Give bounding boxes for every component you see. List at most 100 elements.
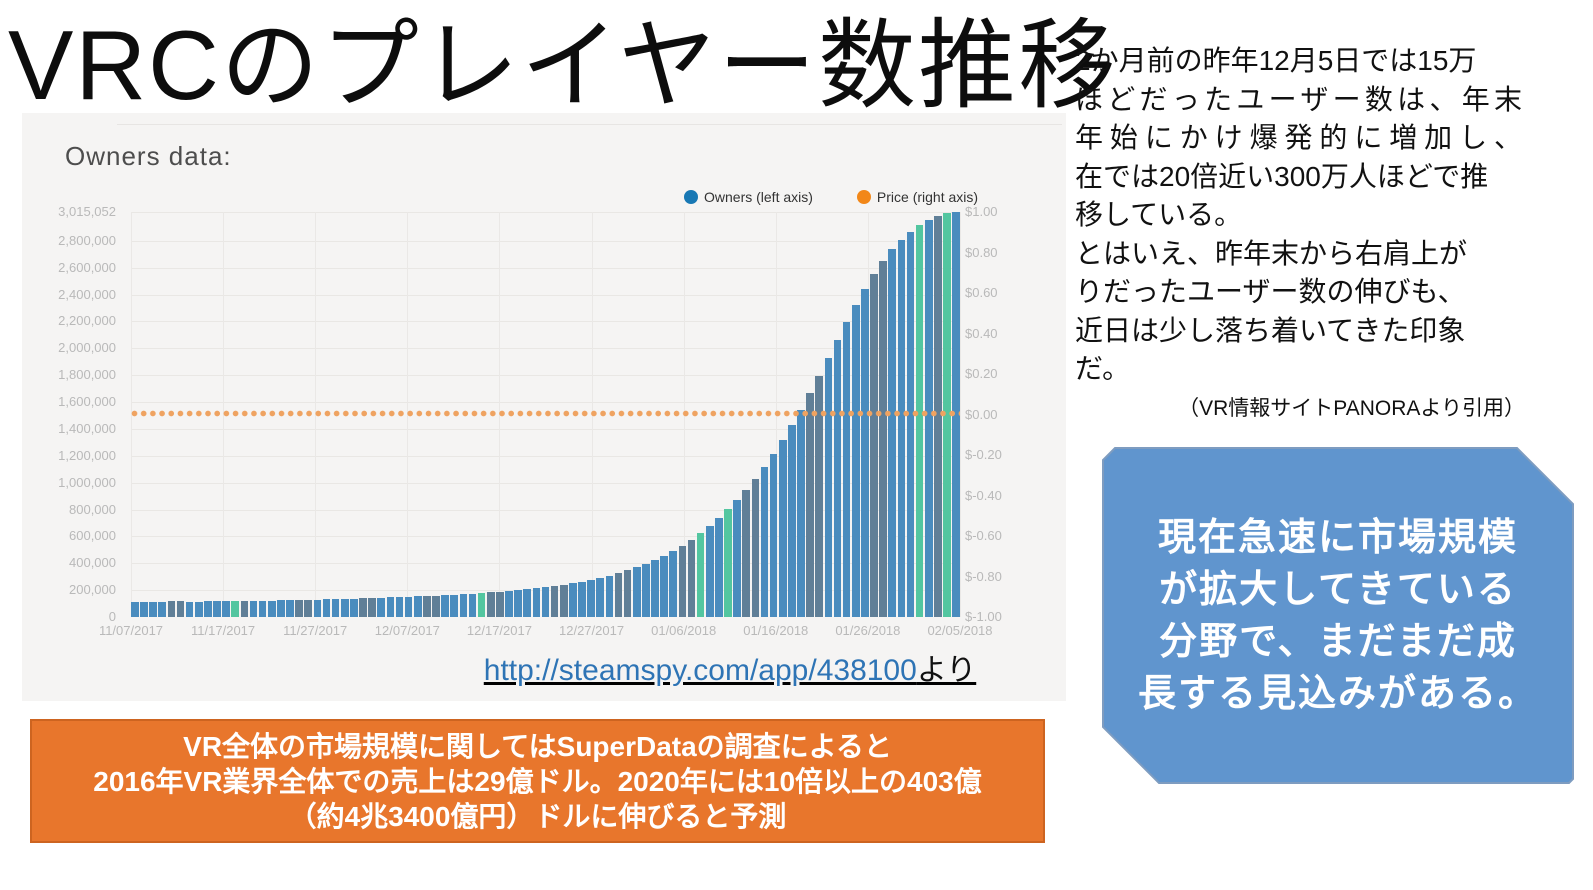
owners-bar: [824, 358, 833, 617]
owners-bar: [915, 225, 924, 617]
owners-bar: [514, 590, 522, 617]
gridline-h: [131, 321, 960, 323]
owners-bar: [660, 556, 668, 617]
owners-bar: [788, 425, 796, 617]
y-axis-left-label: 1,000,000: [58, 474, 116, 490]
x-axis-label: 12/07/2017: [374, 623, 440, 638]
banner-text: VR全体の市場規模に関してはSuperDataの調査によると 2016年VR業界全…: [32, 721, 1043, 841]
source-link[interactable]: http://steamspy.com/app/438100より: [484, 654, 976, 687]
owners-bar: [806, 393, 814, 617]
owners-bar: [222, 601, 230, 617]
owners-bar: [167, 601, 176, 617]
owners-bar: [505, 591, 513, 617]
banner-line: （約4兆3400億円）ドルに伸びると予測: [288, 800, 787, 832]
commentary-line: 移している。: [1075, 199, 1243, 230]
owners-bar: [842, 322, 851, 617]
y-axis-left-label: 200,000: [69, 582, 116, 598]
y-axis-left-label: 2,600,000: [58, 259, 116, 275]
owners-bar: [304, 600, 312, 617]
owners-bar: [486, 592, 495, 617]
y-axis-right-label: $0.80: [965, 244, 998, 260]
banner-line: 2016年VR業界全体での売上は29億ドル。2020年には10倍以上の403億: [93, 765, 982, 797]
owners-bar: [541, 587, 550, 617]
gridline-h: [131, 482, 960, 484]
owners-bar: [769, 454, 778, 617]
y-axis-right-label: $1.00: [965, 204, 998, 219]
owners-bar: [523, 589, 531, 617]
owners-bar: [131, 602, 139, 617]
x-axis-label: 11/27/2017: [283, 623, 348, 638]
banner-line: VR全体の市場規模に関してはSuperDataの調査によると: [183, 730, 892, 762]
owners-bar: [395, 597, 404, 617]
owners-bar: [441, 595, 449, 617]
owners-bar: [231, 601, 239, 617]
owners-bar: [204, 601, 212, 617]
x-axis-label: 12/17/2017: [466, 623, 532, 638]
owners-bar: [596, 578, 604, 617]
gridline-h: [131, 428, 960, 430]
owners-bar: [213, 601, 221, 617]
callout-background: [1102, 447, 1574, 784]
callout-line: 現在急速に市場規模: [1157, 516, 1518, 559]
y-axis-left-label: 1,400,000: [58, 420, 116, 436]
owners-bar: [623, 570, 632, 617]
owners-bar: [386, 597, 395, 617]
y-axis-right-label: $-0.40: [965, 487, 1002, 503]
owners-bar: [797, 410, 805, 617]
owners-bar: [340, 599, 349, 617]
owners-bar: [377, 598, 385, 617]
owners-bar: [432, 596, 440, 617]
owners-bar: [368, 598, 376, 617]
owners-bar: [331, 599, 340, 617]
owners-bar: [313, 600, 322, 617]
owners-bar: [249, 601, 258, 617]
y-axis-left-label: 800,000: [69, 501, 116, 517]
callout-line: 分野で、まだまだ成: [1159, 620, 1517, 663]
owners-bar: [550, 586, 559, 617]
owners-bar: [404, 597, 413, 617]
y-axis-right-label: $-0.60: [965, 528, 1002, 543]
price-dotted-line: [131, 410, 960, 417]
owners-bar: [614, 573, 623, 617]
x-axis-label: 11/17/2017: [191, 623, 256, 638]
y-axis-right-label: $-0.80: [965, 568, 1002, 584]
commentary-text: 2か月前の昨年12月5日では15万 ほどだったユーザー数は、年末 年始にかけ爆発的に…: [1075, 42, 1522, 389]
owners-bar: [185, 602, 194, 617]
y-axis-left-label: 2,000,000: [58, 340, 116, 356]
y-axis-left-label: 600,000: [69, 528, 116, 544]
callout-line: 長する見込みがある。: [1137, 672, 1538, 715]
owners-bar: [815, 376, 823, 617]
owners-bar: [733, 500, 741, 617]
y-axis-left-label: 1,200,000: [58, 447, 116, 463]
owners-bar: [286, 600, 294, 617]
gridline-h: [131, 240, 960, 242]
source-url-text[interactable]: http://steamspy.com/app/438100: [483, 654, 917, 687]
owners-bar: [532, 588, 541, 617]
owners-bar: [413, 596, 422, 617]
y-axis-right-label: $-1.00: [965, 609, 1002, 624]
commentary-line: りだったユーザー数の伸びも、: [1075, 276, 1466, 307]
owners-dot-icon: [684, 190, 698, 204]
owners-bar: [605, 576, 614, 617]
gridline-h: [131, 563, 960, 565]
x-axis-label: 01/06/2018: [651, 623, 717, 638]
x-axis-label: 12/27/2017: [559, 623, 625, 638]
y-axis-left-label: 1,600,000: [58, 394, 116, 410]
legend-label-price: Price (right axis): [876, 189, 979, 205]
owners-bar: [687, 540, 696, 617]
chart-legend: Owners (left axis) Price (right axis): [684, 189, 978, 205]
y-axis-left-label: 2,400,000: [58, 286, 116, 302]
y-axis-left-label: 400,000: [69, 555, 116, 571]
legend-label-owners: Owners (left axis): [704, 189, 813, 205]
steamspy-chart-panel: Owners data: Owners (left axis) Price (r…: [22, 113, 1066, 701]
price-dot-icon: [856, 190, 871, 204]
owners-bar: [742, 490, 750, 617]
commentary-line: 年始にかけ爆発的に増加し、: [1075, 122, 1522, 153]
owners-bar: [906, 232, 915, 617]
commentary-line: 在では20倍近い300万人ほどで推: [1075, 160, 1489, 192]
y-axis-left-label: 2,200,000: [58, 313, 116, 329]
owners-bar: [477, 593, 486, 617]
owners-bar: [149, 602, 157, 617]
owners-bar: [459, 594, 468, 617]
citation-text: （VR情報サイトPANORAより引用）: [1178, 397, 1525, 420]
